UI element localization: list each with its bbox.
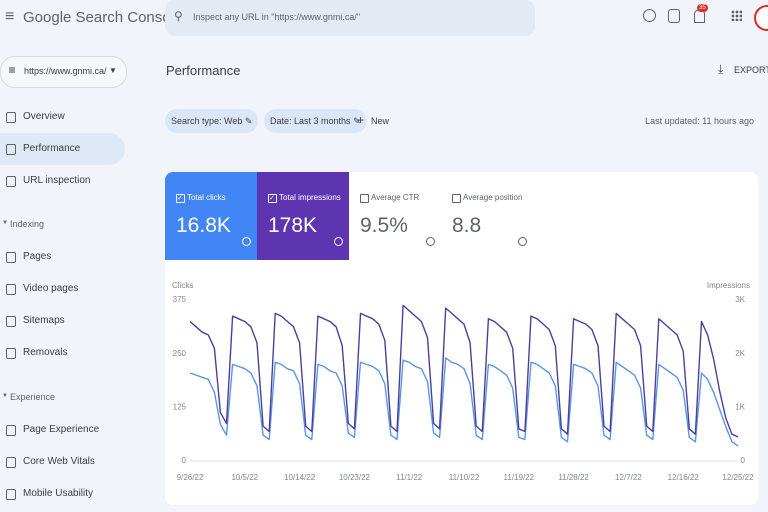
nav-item[interactable]: Performance [23, 143, 81, 154]
avatar[interactable] [754, 5, 768, 31]
x-tick-label: 10/14/22 [284, 473, 316, 482]
checkbox: ✓ [176, 194, 185, 203]
metric-label: Average position [463, 193, 523, 202]
nav-section: Experience [10, 392, 56, 402]
y-tick-label: 375 [173, 295, 187, 304]
metric-card[interactable]: ✓ Total impressions 178K [257, 172, 349, 260]
property-url: https://www.gnmi.ca/ [24, 66, 107, 76]
x-tick-label: 11/19/22 [504, 473, 535, 482]
help-icon [334, 237, 343, 246]
new-filter[interactable]: New [371, 116, 390, 126]
property-selector[interactable]: https://www.gnmi.ca/ ▼ [0, 56, 127, 88]
y-tick-label: 250 [173, 349, 187, 358]
y2-tick-label: 3K [735, 295, 745, 304]
y-tick-label: 0 [182, 456, 187, 465]
export-button[interactable]: EXPORT [734, 65, 768, 75]
metric-value: 178K [268, 214, 318, 237]
metric-value: 8.8 [452, 214, 482, 237]
nav-item[interactable]: Pages [23, 251, 52, 262]
property-icon [9, 67, 15, 73]
download-icon: ⤓ [718, 62, 724, 76]
section-arrow: ▼ [2, 220, 8, 226]
metric-card[interactable]: Average position 8.8 [441, 172, 533, 260]
x-tick-label: 10/5/22 [231, 473, 258, 482]
last-updated: Last updated: 11 hours ago [645, 116, 754, 126]
metric-card[interactable]: Average CTR 9.5% [349, 172, 441, 260]
filter-chip[interactable]: Search type: Web ✎ [165, 109, 259, 133]
x-tick-label: 11/1/22 [396, 473, 423, 482]
y2-tick-label: 1K [735, 402, 745, 411]
nav-item[interactable]: Mobile Usability [23, 488, 94, 499]
nav-icon [6, 489, 16, 500]
nav-icon [6, 176, 16, 187]
y2-tick-label: 2K [735, 349, 745, 358]
checkbox: ✓ [268, 194, 277, 203]
metric-label: Total impressions [279, 193, 341, 202]
nav-icon [6, 112, 16, 123]
checkbox [360, 194, 369, 203]
filter-chip[interactable]: Date: Last 3 months ✎ [264, 109, 367, 133]
nav-icon [6, 144, 16, 155]
nav-item[interactable]: URL inspection [23, 175, 91, 186]
metric-value: 9.5% [360, 214, 408, 237]
nav-item[interactable]: Overview [23, 111, 65, 122]
y2-tick-label: 0 [741, 456, 746, 465]
plus-icon: + [357, 113, 365, 127]
active-highlight [0, 133, 125, 165]
nav-item[interactable]: Core Web Vitals [23, 456, 95, 467]
metric-value: 16.8K [176, 214, 231, 237]
y2-axis-label: Impressions [707, 281, 750, 290]
nav-section: Indexing [10, 219, 45, 229]
apps-icon[interactable] [731, 10, 742, 21]
search-box[interactable]: ⚲ Inspect any URL in "https://www.gnmi.c… [165, 0, 535, 36]
help-icon [242, 237, 251, 246]
checkbox [452, 194, 461, 203]
x-tick-label: 12/7/22 [615, 473, 642, 482]
help-icon[interactable] [643, 9, 656, 22]
x-tick-label: 12/25/22 [722, 473, 754, 482]
nav-icon [6, 252, 16, 263]
nav-icon [6, 425, 16, 436]
notification-badge: 35 [697, 4, 708, 12]
x-tick-label: 9/26/22 [177, 473, 204, 482]
x-tick-label: 12/16/22 [668, 473, 700, 482]
series-line [189, 357, 739, 447]
x-tick-label: 11/10/22 [449, 473, 480, 482]
x-tick-label: 11/28/22 [558, 473, 589, 482]
page-title: Performance [166, 63, 241, 78]
nav-icon [6, 284, 16, 295]
search-icon: ⚲ [174, 9, 183, 23]
section-arrow: ▼ [2, 393, 8, 399]
y-tick-label: 125 [173, 402, 187, 411]
search-placeholder: Inspect any URL in "https://www.gnmi.ca/… [193, 12, 361, 22]
menu-icon[interactable]: ≡ [5, 8, 15, 25]
metric-label: Total clicks [187, 193, 226, 202]
nav-item[interactable]: Page Experience [23, 424, 100, 435]
x-tick-label: 10/23/22 [339, 473, 371, 482]
metric-label: Average CTR [371, 193, 420, 202]
y-axis-label: Clicks [172, 281, 193, 290]
help-icon [426, 237, 435, 246]
nav-icon [6, 316, 16, 327]
users-icon[interactable] [668, 9, 680, 23]
nav-item[interactable]: Video pages [23, 283, 79, 294]
dropdown-arrow: ▼ [109, 66, 117, 75]
nav-item[interactable]: Removals [23, 347, 68, 358]
nav-icon [6, 348, 16, 359]
nav-item[interactable]: Sitemaps [23, 315, 65, 326]
series-line [189, 304, 739, 438]
nav-icon [6, 457, 16, 468]
logo[interactable]: Google Search Console [23, 9, 183, 26]
metric-card[interactable]: ✓ Total clicks 16.8K [165, 172, 257, 260]
help-icon [518, 237, 527, 246]
